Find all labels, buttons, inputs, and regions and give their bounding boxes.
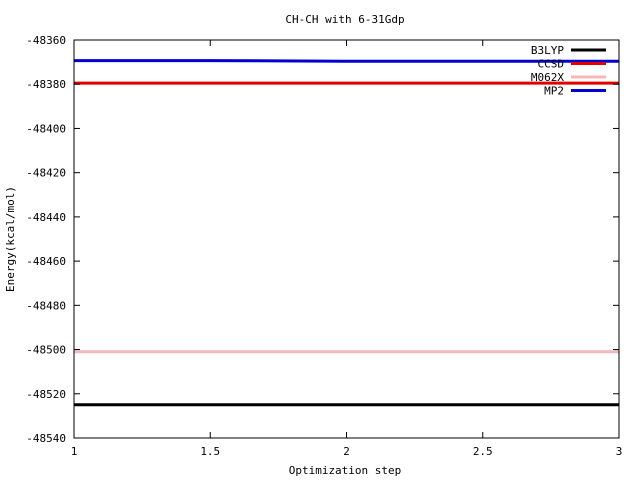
y-tick-label: -48480 [26,299,66,312]
series-line-mp2 [74,59,619,63]
x-tick-label: 2.5 [473,445,493,458]
y-tick-label: -48500 [26,344,66,357]
legend-label-ccsd: CCSD [538,58,565,71]
y-tick-label: -48420 [26,167,66,180]
x-axis-label: Optimization step [289,464,402,477]
y-tick-label: -48460 [26,255,66,268]
x-tick-label: 3 [616,445,623,458]
legend-label-b3lyp: B3LYP [531,44,564,57]
y-tick-label: -48540 [26,432,66,445]
legend-label-mp2: MP2 [544,85,564,98]
ticks-layer: -48360 -48380 -48400 -48420 -48440 -48460 -484… [26,34,622,458]
x-tick-label: 1.5 [200,445,220,458]
chart-title: CH-CH with 6-31Gdp [285,13,404,26]
legend-label-m062x: M062X [531,71,564,84]
y-tick-label: -48520 [26,388,66,401]
series-layer [74,59,619,407]
y-tick-label: -48380 [26,78,66,91]
x-tick-label: 1 [71,445,78,458]
plot-frame [73,39,620,439]
y-axis-label: Energy(kcal/mol) [4,186,17,292]
y-tick-label: -48440 [26,211,66,224]
x-tick-label: 2 [343,445,350,458]
y-tick-label: -48400 [26,122,66,135]
y-tick-label: -48360 [26,34,66,47]
